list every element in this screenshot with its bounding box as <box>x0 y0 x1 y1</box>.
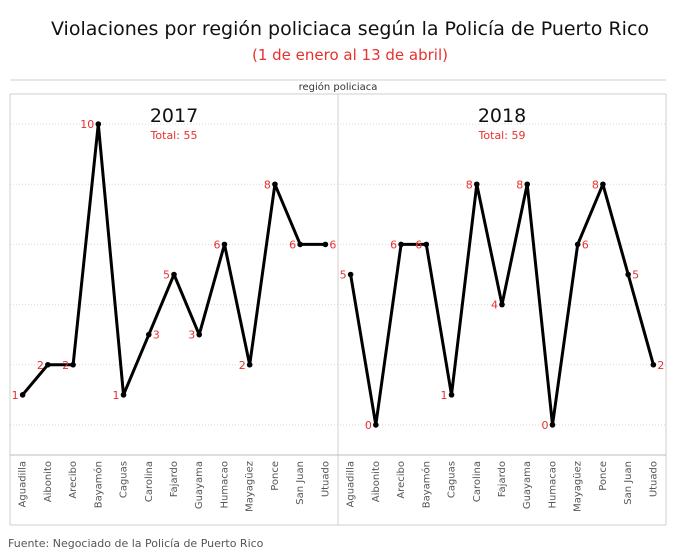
data-point <box>45 361 51 368</box>
data-label: 0 <box>541 419 548 432</box>
data-point <box>145 331 152 338</box>
x-tick-label: Aguadilla <box>346 461 357 507</box>
data-point <box>120 392 127 398</box>
data-label: 8 <box>592 178 599 191</box>
x-tick-label: Guayama <box>522 461 533 509</box>
source-note: Fuente: Negociado de la Policía de Puert… <box>8 537 264 550</box>
panel-year-2018: 2018 <box>478 105 526 127</box>
data-point <box>600 181 606 188</box>
data-point <box>448 392 455 398</box>
data-point <box>524 181 531 188</box>
series-line-2017 <box>21 122 327 397</box>
data-label: 2 <box>657 359 664 372</box>
data-point <box>625 271 631 278</box>
x-tick-label: Ponce <box>598 461 609 491</box>
data-point <box>499 301 505 308</box>
data-point <box>423 241 430 248</box>
x-tick-label: Fajardo <box>169 461 180 497</box>
data-label: 6 <box>390 238 397 251</box>
data-label: 10 <box>80 118 94 131</box>
data-label: 5 <box>632 269 639 282</box>
x-tick-label: Aibonito <box>371 461 382 502</box>
x-tick-label: Aguadilla <box>18 461 29 507</box>
data-point <box>19 392 26 398</box>
data-point <box>574 241 581 248</box>
header-label: región policiaca <box>299 81 378 93</box>
x-tick-label: Fajardo <box>497 461 508 497</box>
x-tick-label: Mayagüez <box>573 461 584 512</box>
data-label: 8 <box>264 178 271 191</box>
panel-total-2017: Total: 55 <box>150 129 198 142</box>
data-label: 1 <box>441 389 448 402</box>
chart-subtitle: (1 de enero al 13 de abril) <box>252 46 448 64</box>
data-label: 5 <box>340 269 347 282</box>
data-label: 6 <box>415 238 422 251</box>
data-label: 3 <box>153 329 160 342</box>
x-tick-label: Guayama <box>194 461 205 509</box>
data-point <box>297 241 303 248</box>
data-label: 4 <box>491 299 498 312</box>
data-point <box>221 241 228 248</box>
data-label: 2 <box>62 359 69 372</box>
data-point <box>196 331 203 338</box>
data-point <box>373 422 379 428</box>
x-tick-label: Mayagüez <box>245 461 256 512</box>
x-tick-label: San Juan <box>295 461 306 505</box>
data-point <box>347 271 354 278</box>
x-tick-label: Bayamón <box>420 461 432 508</box>
data-point <box>272 181 278 188</box>
data-point <box>398 241 404 248</box>
panel-total-2018: Total: 59 <box>478 129 526 142</box>
data-label: 3 <box>188 329 195 342</box>
data-point <box>246 361 253 368</box>
data-point <box>322 241 329 248</box>
chart-title: Violaciones por región policiaca según l… <box>50 18 650 40</box>
x-tick-label: Humacao <box>547 461 558 508</box>
data-label: 6 <box>329 238 336 251</box>
data-label: 5 <box>163 269 170 282</box>
data-label: 2 <box>239 359 246 372</box>
data-label: 6 <box>289 238 296 251</box>
data-label: 2 <box>37 359 44 372</box>
data-label: 8 <box>466 178 473 191</box>
x-tick-label: Bayamón <box>92 461 104 508</box>
x-tick-label: Carolina <box>144 461 155 502</box>
x-tick-label: Arecibo <box>396 461 407 499</box>
x-tick-label: Caguas <box>447 461 458 498</box>
data-label: 1 <box>113 389 120 402</box>
data-point <box>95 121 102 127</box>
data-label: 1 <box>12 389 19 402</box>
data-label: 6 <box>582 238 589 251</box>
x-tick-label: Humacao <box>219 461 230 508</box>
x-tick-label: Carolina <box>472 461 483 502</box>
data-point <box>473 181 480 188</box>
data-point <box>70 361 76 368</box>
x-tick-label: Ponce <box>270 461 281 491</box>
data-label: 0 <box>365 419 372 432</box>
x-tick-label: Aibonito <box>43 461 54 502</box>
x-tick-label: Arecibo <box>68 461 79 499</box>
data-point <box>171 271 177 278</box>
x-tick-label: Utuado <box>648 461 659 497</box>
panel-year-2017: 2017 <box>150 105 198 127</box>
data-point <box>549 422 556 428</box>
data-label: 8 <box>516 178 523 191</box>
data-label: 6 <box>213 238 220 251</box>
x-tick-label: San Juan <box>623 461 634 505</box>
x-tick-label: Utuado <box>320 461 331 497</box>
x-tick-label: Caguas <box>119 461 130 498</box>
data-point <box>650 361 657 368</box>
